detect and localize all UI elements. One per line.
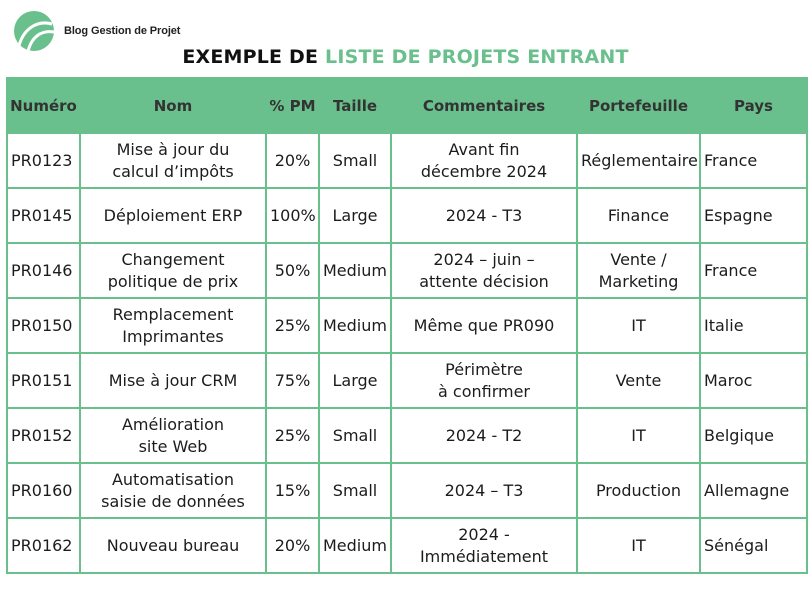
cell-taille: Medium — [318, 242, 392, 299]
header-numero: Numéro — [6, 77, 81, 134]
cell-commentaires: Périmètre à confirmer — [390, 352, 578, 409]
brand-logo-icon — [14, 11, 55, 52]
title-part-1: EXEMPLE DE — [182, 46, 326, 68]
header-pays: Pays — [699, 77, 808, 134]
cell-commentaires: Avant fin décembre 2024 — [390, 132, 578, 189]
table-row: PR0150 Remplacement Imprimantes 25% Medi… — [6, 297, 808, 354]
cell-taille: Large — [318, 187, 392, 244]
cell-numero: PR0150 — [6, 297, 81, 354]
brand-name: Blog Gestion de Projet — [64, 25, 181, 37]
cell-pm: 100% — [265, 187, 320, 244]
cell-taille: Small — [318, 407, 392, 464]
cell-taille: Medium — [318, 297, 392, 354]
cell-nom: Amélioration site Web — [79, 407, 267, 464]
cell-commentaires: 2024 – juin – attente décision — [390, 242, 578, 299]
cell-numero: PR0152 — [6, 407, 81, 464]
table-row: PR0152 Amélioration site Web 25% Small 2… — [6, 407, 808, 464]
table-row: PR0123 Mise à jour du calcul d’impôts 20… — [6, 132, 808, 189]
cell-pays: France — [699, 242, 808, 299]
title-part-2: LISTE DE PROJETS ENTRANT — [325, 46, 629, 68]
cell-nom: Automatisation saisie de données — [79, 462, 267, 519]
cell-numero: PR0151 — [6, 352, 81, 409]
cell-pm: 75% — [265, 352, 320, 409]
cell-commentaires: 2024 - T2 — [390, 407, 578, 464]
table-row: PR0145 Déploiement ERP 100% Large 2024 -… — [6, 187, 808, 244]
cell-pays: Allemagne — [699, 462, 808, 519]
cell-commentaires: 2024 - Immédiatement — [390, 517, 578, 574]
cell-pays: France — [699, 132, 808, 189]
table-row: PR0151 Mise à jour CRM 75% Large Périmèt… — [6, 352, 808, 409]
cell-numero: PR0146 — [6, 242, 81, 299]
table-row: PR0160 Automatisation saisie de données … — [6, 462, 808, 519]
cell-pays: Sénégal — [699, 517, 808, 574]
cell-portefeuille: Finance — [576, 187, 701, 244]
cell-pm: 20% — [265, 132, 320, 189]
cell-portefeuille: Vente — [576, 352, 701, 409]
table-header-row: Numéro Nom % PM Taille Commentaires Port… — [6, 77, 808, 134]
cell-nom: Déploiement ERP — [79, 187, 267, 244]
header-nom: Nom — [79, 77, 267, 134]
cell-pm: 20% — [265, 517, 320, 574]
cell-commentaires: Même que PR090 — [390, 297, 578, 354]
cell-taille: Medium — [318, 517, 392, 574]
cell-nom: Mise à jour CRM — [79, 352, 267, 409]
cell-commentaires: 2024 – T3 — [390, 462, 578, 519]
cell-pm: 25% — [265, 297, 320, 354]
header-pm: % PM — [265, 77, 320, 134]
page-title: EXEMPLE DE LISTE DE PROJETS ENTRANT — [0, 46, 811, 68]
cell-commentaires: 2024 - T3 — [390, 187, 578, 244]
cell-pm: 50% — [265, 242, 320, 299]
cell-numero: PR0123 — [6, 132, 81, 189]
brand: Blog Gestion de Projet — [12, 10, 180, 52]
header-portefeuille: Portefeuille — [576, 77, 701, 134]
table-row: PR0146 Changement politique de prix 50% … — [6, 242, 808, 299]
cell-portefeuille: IT — [576, 517, 701, 574]
cell-portefeuille: IT — [576, 297, 701, 354]
cell-nom: Changement politique de prix — [79, 242, 267, 299]
cell-numero: PR0162 — [6, 517, 81, 574]
cell-nom: Nouveau bureau — [79, 517, 267, 574]
table-row: PR0162 Nouveau bureau 20% Medium 2024 - … — [6, 517, 808, 574]
cell-nom: Mise à jour du calcul d’impôts — [79, 132, 267, 189]
cell-portefeuille: IT — [576, 407, 701, 464]
cell-portefeuille: Vente / Marketing — [576, 242, 701, 299]
cell-nom: Remplacement Imprimantes — [79, 297, 267, 354]
cell-pm: 15% — [265, 462, 320, 519]
header-taille: Taille — [318, 77, 392, 134]
cell-pays: Espagne — [699, 187, 808, 244]
cell-pm: 25% — [265, 407, 320, 464]
cell-taille: Small — [318, 132, 392, 189]
header-commentaires: Commentaires — [390, 77, 578, 134]
cell-pays: Belgique — [699, 407, 808, 464]
cell-pays: Italie — [699, 297, 808, 354]
cell-portefeuille: Production — [576, 462, 701, 519]
cell-numero: PR0145 — [6, 187, 81, 244]
cell-taille: Large — [318, 352, 392, 409]
projects-table: Numéro Nom % PM Taille Commentaires Port… — [6, 77, 808, 574]
cell-pays: Maroc — [699, 352, 808, 409]
cell-taille: Small — [318, 462, 392, 519]
cell-numero: PR0160 — [6, 462, 81, 519]
cell-portefeuille: Réglementaire — [576, 132, 701, 189]
